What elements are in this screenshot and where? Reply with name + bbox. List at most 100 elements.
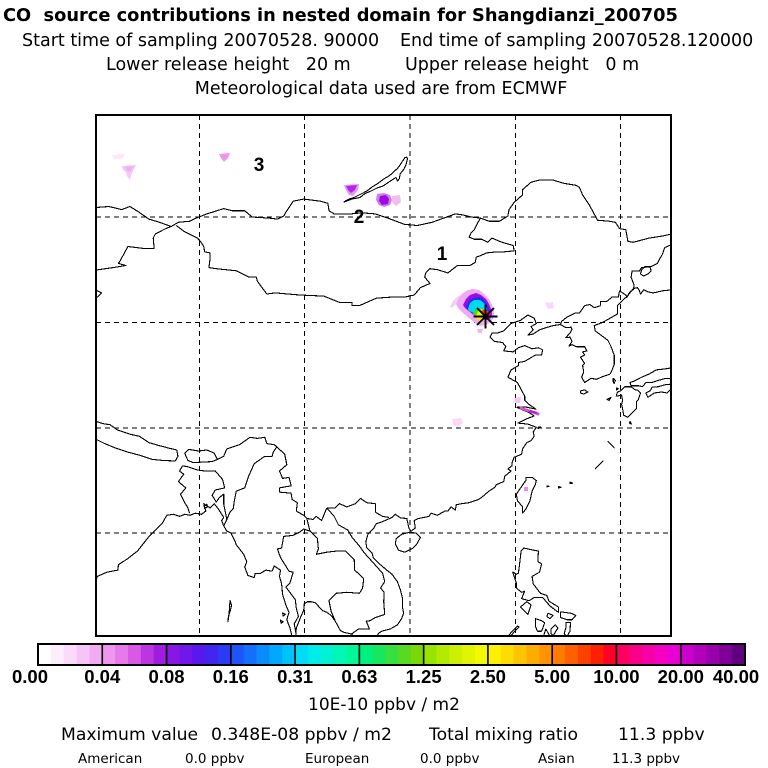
- colorbar-cell-0: [38, 644, 52, 665]
- total-mixing-label: Total mixing ratio: [429, 725, 578, 745]
- border-nepal-north: [96, 420, 177, 451]
- colorbar-cell-44: [603, 644, 617, 665]
- colorbar-cell-34: [475, 644, 489, 665]
- border-sikkim: [174, 449, 179, 462]
- colorbar-tick-0.08: 0.08: [148, 666, 185, 687]
- border-india-myanmar: [223, 446, 278, 527]
- max-value: 0.348E-08 ppbv / m2: [211, 725, 392, 745]
- border-russia-china-ussuri: [626, 244, 671, 298]
- colorbar-tick-0.00: 0.00: [11, 666, 49, 687]
- colorbar-cell-49: [667, 644, 682, 665]
- start-time-text: Start time of sampling 20070528. 90000: [22, 31, 380, 51]
- plume-wuhan-area: [452, 418, 463, 427]
- plume-siberia-nw: [122, 165, 136, 180]
- region-label-3: 3: [254, 155, 265, 176]
- border-china-nkorea-yalu: [559, 303, 601, 325]
- colorbar-tick-5.00: 5.00: [534, 666, 571, 687]
- colorbar-tick-10.00: 10.00: [593, 666, 640, 687]
- coast-korea-west: [560, 324, 611, 384]
- island-zhoushan: [537, 426, 542, 429]
- region-label-1: 1: [437, 244, 448, 265]
- coast-korea-east: [593, 296, 628, 375]
- coast-vietnam: [365, 534, 405, 636]
- island-hainan: [394, 531, 422, 553]
- colorbar-tick-0.31: 0.31: [277, 666, 314, 687]
- plume-source-halo: [450, 294, 462, 308]
- border-kazakhstan-russia: [96, 205, 172, 228]
- colorbar-cell-35: [487, 644, 502, 665]
- island-luzon: [512, 547, 559, 613]
- plume-baikal-west-core: [346, 185, 357, 193]
- colorbar-cell-45: [616, 644, 630, 665]
- colorbar-cell-13: [205, 644, 219, 665]
- island-samar: [559, 611, 577, 621]
- island-miyako: [569, 481, 574, 485]
- border-china-myanmar: [276, 446, 308, 519]
- border-mongolia-china: [175, 217, 515, 307]
- colorbar-cell-9: [153, 644, 168, 665]
- colorbar-cell-52: [706, 644, 720, 665]
- colorbar-cell-17: [256, 644, 270, 665]
- lake-baikal: [343, 156, 409, 203]
- border-thailand-myanmar: [276, 528, 311, 633]
- colorbar-cell-18: [269, 644, 283, 665]
- plume-taiwan: [524, 487, 528, 491]
- border-laos-thailand: [306, 518, 365, 594]
- region-label-2: 2: [354, 207, 365, 228]
- region-american-value: 0.0 ppbv: [185, 751, 245, 767]
- island-masbate: [546, 612, 554, 620]
- colorbar-cell-6: [115, 644, 129, 665]
- colorbar-cell-36: [500, 644, 515, 665]
- colorbar-cell-31: [436, 644, 450, 665]
- border-bhutan: [184, 448, 218, 464]
- island-shikoku: [645, 383, 671, 398]
- island-mindoro: [519, 601, 532, 615]
- coast-india-east: [96, 515, 168, 582]
- colorbar-cell-3: [76, 644, 90, 665]
- colorbar-tick-2.50: 2.50: [469, 666, 506, 687]
- border-nepal-south: [96, 438, 176, 462]
- colorbar-cell-4: [89, 644, 103, 665]
- colorbar-cell-33: [462, 644, 476, 665]
- colorbar-cell-42: [577, 644, 592, 665]
- coast-gulf-of-thailand: [295, 601, 355, 636]
- colorbar-cell-16: [243, 644, 258, 665]
- colorbar-cell-15: [230, 644, 245, 665]
- border-china-nkorea-tumen: [599, 290, 628, 306]
- coast-primorye: [626, 287, 671, 298]
- border-india-china-east: [217, 436, 278, 460]
- colorbar-cell-1: [50, 644, 65, 665]
- island-leyte: [563, 621, 572, 636]
- plot-title: CO source contributions in nested domain…: [3, 5, 678, 26]
- coast-myanmar: [223, 525, 293, 636]
- colorbar-cell-38: [526, 644, 540, 665]
- island-ishigaki: [557, 485, 562, 489]
- border-russia-mongolia: [170, 198, 481, 227]
- colorbar-cell-8: [140, 644, 155, 665]
- colorbar-cell-5: [102, 644, 116, 665]
- island-andaman: [227, 600, 233, 623]
- island-kyushu: [615, 386, 642, 418]
- plume-near-source-east: [545, 302, 554, 309]
- border-russia-china-amur: [480, 179, 671, 243]
- region-american-label: American: [78, 751, 143, 767]
- lake-khanka: [639, 266, 652, 277]
- colorbar-cell-39: [539, 644, 553, 665]
- region-asian-value: 11.3 ppbv: [612, 751, 681, 767]
- colorbar-cell-24: [346, 644, 360, 665]
- region-european-label: European: [305, 751, 370, 767]
- island-negros: [543, 628, 550, 636]
- colorbar-cell-40: [552, 644, 566, 665]
- colorbar-cell-43: [590, 644, 605, 665]
- plume-shanghai-pale: [514, 397, 521, 403]
- map-clip-group: 1 2 3: [96, 115, 671, 636]
- plume-baikal-south-core: [379, 195, 389, 205]
- map-frame: [95, 114, 672, 637]
- island-taiwan: [515, 476, 537, 514]
- border-cambodia-vietnam: [351, 587, 386, 635]
- region-european-value: 0.0 ppbv: [420, 751, 480, 767]
- border-china-vietnam: [326, 497, 390, 518]
- coast-bangladesh-delta: [166, 503, 225, 527]
